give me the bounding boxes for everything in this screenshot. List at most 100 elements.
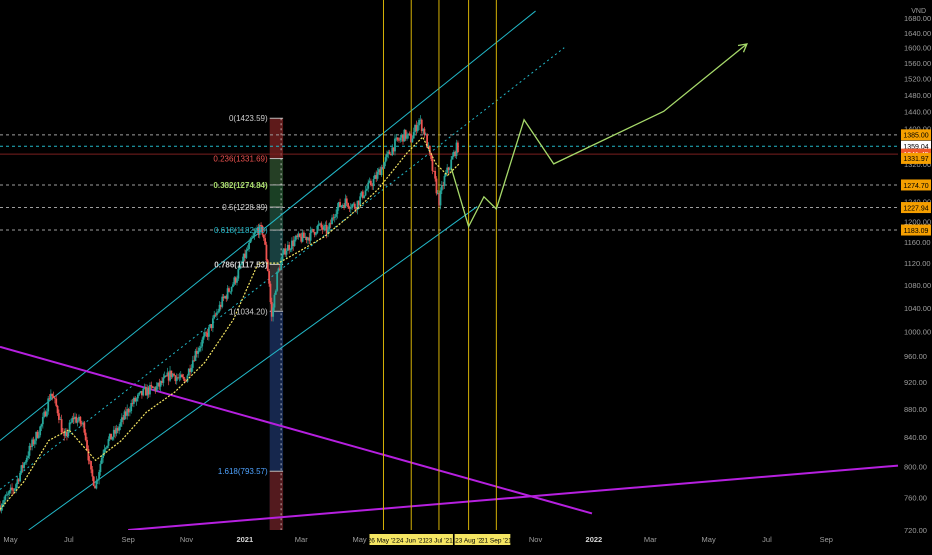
candle-body (452, 151, 455, 157)
candle-body (391, 147, 394, 156)
candle-body (92, 476, 95, 486)
candle-body (399, 137, 402, 141)
fib-level-label: 0.786(1117.53) (214, 260, 268, 269)
x-tick-label: Sep (121, 535, 134, 544)
channel-upper-line (0, 10, 536, 441)
candle-body (435, 178, 438, 194)
candle-body (76, 420, 79, 423)
candle-body (268, 270, 271, 284)
candle-body (143, 386, 146, 389)
candle-body (348, 207, 351, 209)
candle-body (335, 214, 337, 217)
candle-body (321, 227, 324, 230)
candle-body (11, 487, 13, 490)
candle-body (265, 244, 268, 261)
candle-body (5, 494, 8, 496)
candle-body (103, 449, 106, 454)
candle-body (128, 411, 131, 413)
candle-body (369, 180, 372, 186)
candle-body (262, 234, 265, 239)
candle-body (29, 445, 32, 447)
fib-level-label: 0.236(1331.69) (213, 155, 268, 164)
candle-body (245, 250, 248, 258)
candle-body (88, 460, 91, 462)
candle-body (234, 277, 237, 283)
candle-body (422, 128, 424, 132)
y-tick-label: 840.00 (904, 433, 927, 442)
candle-body (307, 237, 309, 241)
date-badge-label: 24 Jun '21 (396, 538, 426, 545)
price-badge-label: 1385.00 (903, 133, 928, 140)
candle-body (82, 422, 84, 424)
candle-body (74, 416, 76, 420)
candle-body (225, 296, 228, 299)
purple-trendline (0, 345, 593, 515)
candle-body (19, 472, 21, 482)
candle-body (238, 264, 241, 270)
x-tick-label: Jul (64, 535, 74, 544)
candle-body (406, 134, 408, 139)
candle-body (58, 413, 60, 420)
candle-body (25, 458, 28, 462)
candle-body (309, 229, 312, 241)
candle-body (43, 411, 46, 417)
candle-body (365, 188, 368, 191)
candle-body (165, 375, 167, 377)
candle-body (356, 200, 359, 210)
fib-level-label: 0(1423.59) (229, 114, 268, 123)
candle-body (27, 455, 30, 459)
candle-body (102, 453, 104, 458)
price-badge-label: 1331.97 (903, 156, 928, 163)
candle-body (66, 431, 68, 437)
candle-body (349, 207, 352, 209)
candle-body (276, 271, 279, 291)
price-badge-label: 1183.09 (904, 228, 929, 235)
candle-body (382, 167, 384, 169)
candle-body (31, 439, 34, 447)
candle-body (398, 139, 400, 141)
candle-body (447, 167, 450, 170)
candle-body (440, 185, 443, 191)
candle-body (112, 429, 115, 437)
candle-body (116, 428, 119, 431)
candle-body (430, 152, 433, 159)
candle-body (402, 135, 404, 142)
y-tick-label: 1000.00 (904, 328, 931, 337)
candle-body (431, 158, 434, 171)
x-tick-label: May (3, 535, 17, 544)
x-tick-label: 2021 (236, 535, 253, 544)
candle-body (199, 346, 202, 348)
candle-body (456, 142, 459, 153)
candle-body (375, 175, 378, 179)
candle-body (270, 302, 273, 317)
candle-body (229, 291, 232, 293)
candle-body (329, 223, 332, 225)
candle-body (252, 235, 254, 239)
candle-body (284, 248, 287, 255)
candle-body (51, 393, 54, 397)
candle-body (215, 312, 218, 316)
candle-body (45, 411, 48, 417)
candle-body (138, 392, 141, 395)
candle-body (363, 195, 366, 198)
candle-body (351, 204, 354, 208)
candle-body (254, 230, 257, 233)
y-tick-label: 800.00 (904, 462, 927, 471)
candle-body (341, 204, 344, 206)
price-badge (901, 129, 931, 141)
candle-body (79, 416, 82, 424)
candle-body (230, 286, 233, 292)
price-badge (901, 224, 931, 236)
candle-body (84, 432, 87, 441)
price-badge-label: 1227.94 (903, 205, 928, 212)
candle-body (186, 375, 189, 382)
candle-body (60, 419, 63, 433)
candle-body (132, 397, 135, 404)
date-badge-label: 26 May '21 (368, 538, 400, 545)
price-badge-label: 1274.70 (903, 183, 928, 190)
x-tick-label: 2022 (586, 535, 603, 544)
candle-body (124, 411, 127, 416)
candle-body (214, 314, 217, 316)
